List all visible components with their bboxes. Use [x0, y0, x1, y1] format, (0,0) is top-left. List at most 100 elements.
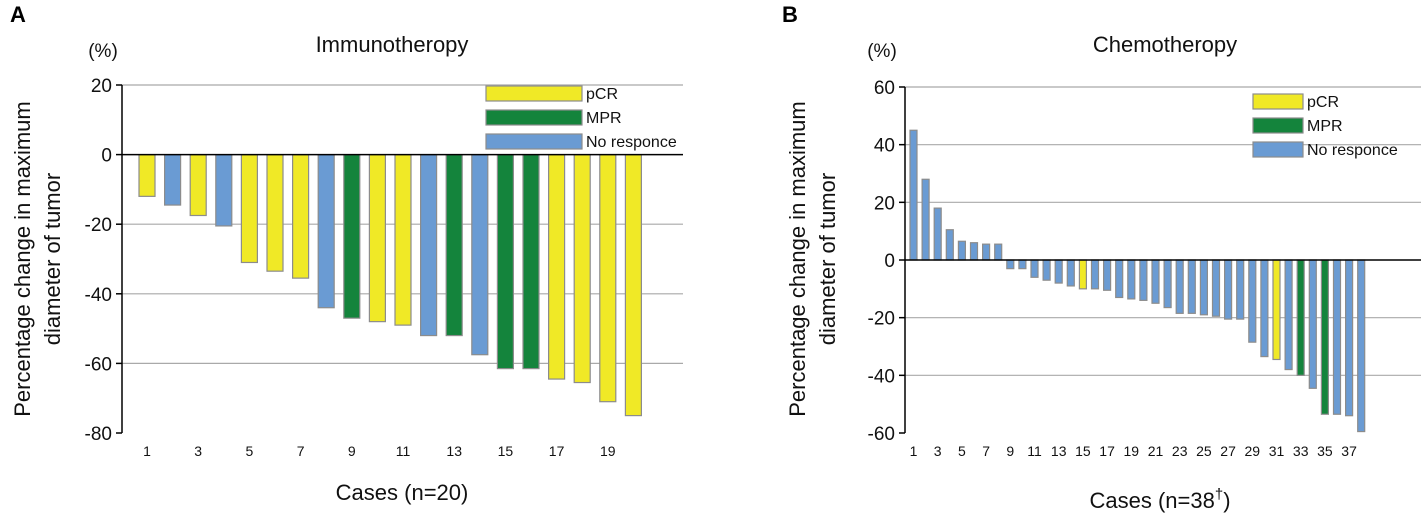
bar-case-22: [1163, 259, 1172, 309]
panel-letter: A: [10, 2, 26, 27]
legend-swatch: [1252, 93, 1304, 110]
bar-case-4: [215, 154, 233, 227]
legend-swatch: [485, 109, 583, 126]
y-tick-label: 0: [101, 146, 112, 167]
y-tick-label: -40: [868, 366, 895, 387]
x-tick-label: 7: [982, 443, 990, 459]
bar-case-11: [1030, 259, 1039, 278]
x-tick-label: 15: [498, 443, 514, 459]
y-axis-label: diameter of tumor: [815, 173, 840, 345]
bar-case-14: [471, 154, 489, 356]
bar-case-17: [1102, 259, 1112, 291]
bar-case-4: [945, 229, 954, 261]
bar-case-13: [445, 154, 463, 337]
bar-case-28: [1236, 259, 1245, 320]
bar-case-35: [1320, 259, 1330, 415]
x-tick-label: 1: [910, 443, 918, 459]
bar-case-15: [1078, 259, 1088, 290]
bar-case-2: [164, 154, 182, 206]
x-tick-label: 33: [1293, 443, 1309, 459]
x-tick-label: 3: [194, 443, 202, 459]
bar-case-10: [368, 154, 386, 323]
x-tick-label: 31: [1269, 443, 1285, 459]
legend-label: MPR: [586, 110, 622, 127]
bar-case-3: [189, 154, 207, 217]
bar-case-11: [394, 154, 412, 326]
legend-label: MPR: [1307, 118, 1343, 135]
y-tick-label: -20: [868, 309, 895, 330]
bar-case-13: [1054, 259, 1063, 284]
legend-swatch: [1252, 141, 1304, 158]
bar-case-20: [624, 154, 643, 417]
x-tick-label: 7: [297, 443, 305, 459]
bar-case-20: [1139, 259, 1148, 301]
bar-case-1: [138, 154, 156, 197]
y-tick-label: 40: [874, 136, 895, 157]
bar-case-38: [1357, 259, 1366, 433]
x-tick-label: 19: [1124, 443, 1140, 459]
panel-letter: B: [782, 2, 798, 27]
x-tick-label: 17: [1099, 443, 1115, 459]
x-tick-label: 35: [1317, 443, 1333, 459]
bar-case-32: [1284, 259, 1293, 371]
bar-case-25: [1199, 259, 1209, 316]
x-tick-label: 13: [446, 443, 462, 459]
bar-case-27: [1223, 259, 1233, 320]
y-axis-label: diameter of tumor: [40, 173, 65, 345]
y-tick-label: -20: [85, 215, 112, 236]
x-tick-label: 25: [1196, 443, 1212, 459]
bar-case-19: [1127, 259, 1136, 300]
x-tick-label: 15: [1075, 443, 1091, 459]
y-tick-label: -80: [85, 424, 112, 445]
y-axis-label: Percentage change in maximum: [10, 101, 35, 417]
x-axis-label: Cases (n=20): [336, 480, 469, 505]
bar-case-1: [909, 129, 918, 261]
x-tick-label: 29: [1245, 443, 1261, 459]
chart-title: Chemotheropy: [1093, 32, 1237, 57]
bar-case-24: [1187, 259, 1196, 314]
y-unit: (%): [867, 41, 897, 62]
bar-case-16: [522, 154, 540, 370]
legend-label: No responce: [1307, 142, 1398, 159]
y-axis-label: Percentage change in maximum: [785, 101, 810, 417]
legend-swatch: [485, 85, 583, 102]
x-tick-label: 19: [600, 443, 616, 459]
bar-case-8: [317, 154, 335, 309]
bar-case-2: [921, 178, 930, 261]
bar-case-6: [266, 154, 284, 272]
bar-case-15: [496, 154, 514, 370]
x-tick-label: 1: [143, 443, 151, 459]
bar-case-33: [1296, 259, 1305, 376]
y-tick-label: -60: [868, 424, 895, 445]
x-tick-label: 11: [396, 443, 411, 459]
bar-case-36: [1332, 259, 1342, 415]
bar-case-19: [599, 154, 617, 403]
bar-case-7: [981, 243, 991, 261]
bar-case-10: [1018, 259, 1027, 270]
y-unit: (%): [88, 41, 118, 62]
legend-label: pCR: [586, 86, 618, 103]
x-tick-label: 5: [246, 443, 254, 459]
bar-case-16: [1090, 259, 1100, 290]
y-tick-label: 20: [91, 76, 112, 97]
bar-case-31: [1272, 259, 1281, 361]
x-tick-label: 3: [934, 443, 942, 459]
x-tick-label: 23: [1172, 443, 1188, 459]
chart-title: Immunotheropy: [316, 32, 469, 57]
y-tick-label: 60: [874, 78, 895, 99]
bar-case-5: [957, 240, 967, 261]
y-tick-label: -60: [85, 354, 112, 375]
y-tick-label: 20: [874, 193, 895, 214]
bar-case-9: [343, 154, 361, 319]
y-tick-label: -40: [85, 285, 112, 306]
bar-case-12: [1042, 259, 1051, 281]
bar-case-9: [1006, 259, 1015, 270]
legend-swatch: [485, 133, 583, 150]
bar-case-21: [1151, 259, 1160, 304]
x-tick-label: 13: [1051, 443, 1067, 459]
bar-case-14: [1066, 259, 1075, 287]
bar-case-37: [1344, 259, 1354, 417]
bar-case-18: [1115, 259, 1124, 299]
